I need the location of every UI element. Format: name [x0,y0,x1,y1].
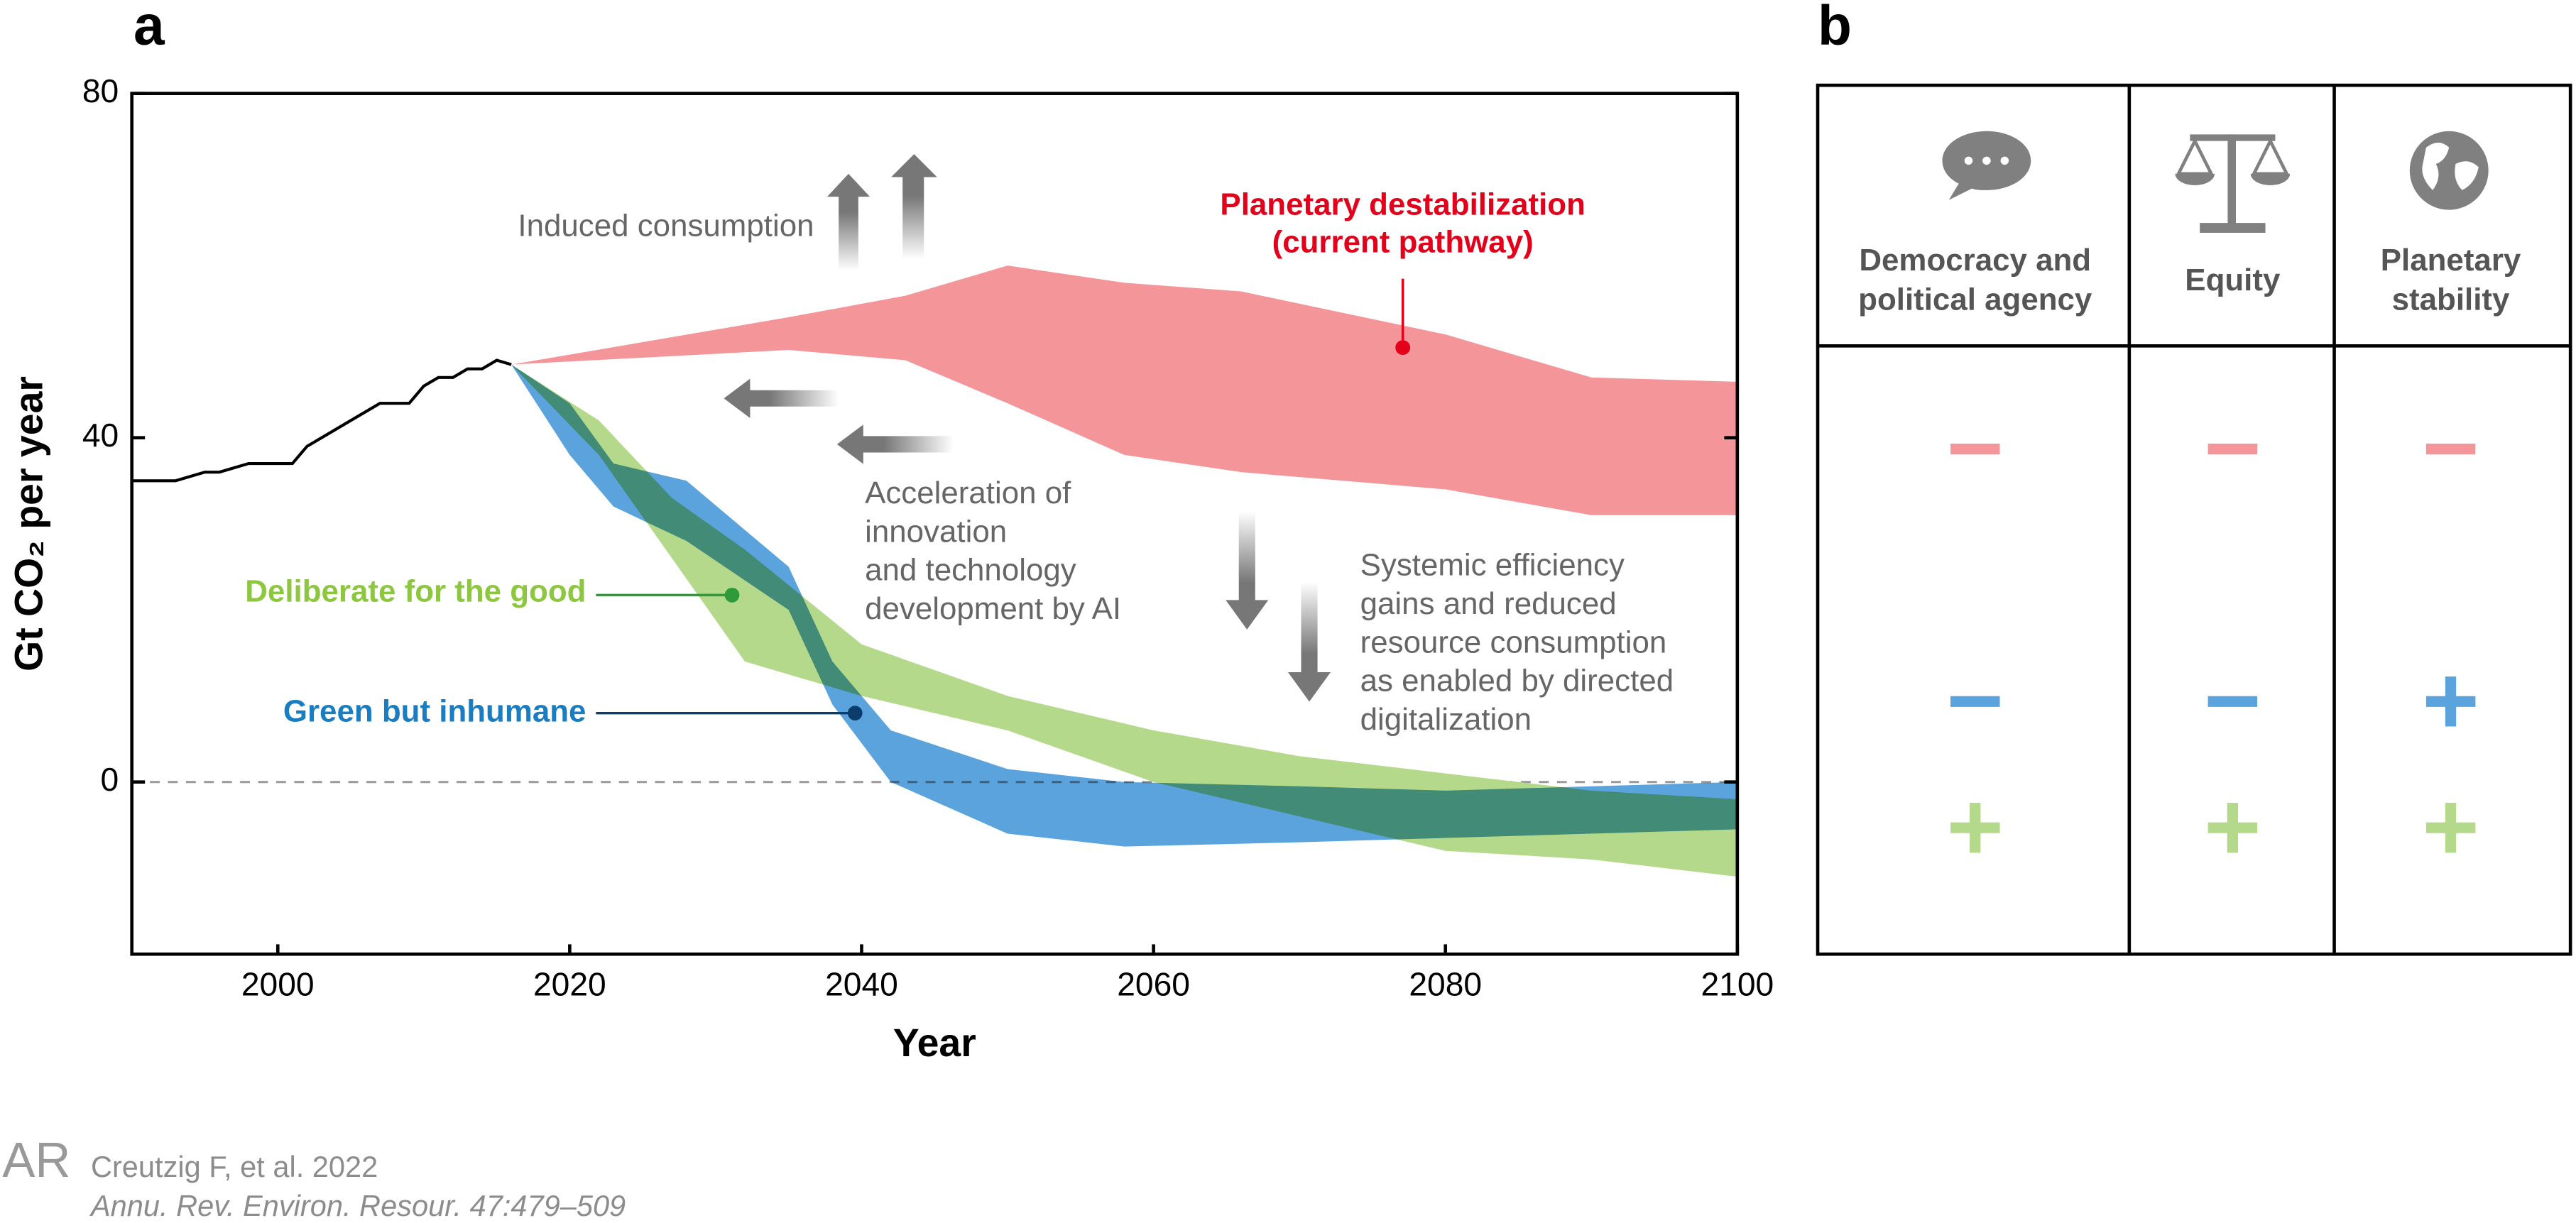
plot [131,265,1737,877]
y-tick-label: 40 [82,417,119,454]
series-label: Planetary destabilization [1220,187,1585,222]
impact-sign: − [2204,646,2261,755]
plot-frame [130,92,1740,956]
column-header: political agency [1858,283,2092,317]
impact-sign: − [1946,394,2004,503]
annotation: digitalization [1360,702,1532,737]
panel-label: b [1818,0,1852,56]
annotation: gains and reduced [1360,586,1617,621]
annotation: Acceleration of [865,476,1071,510]
y-tick-label: 0 [101,761,119,798]
impact-sign: + [2422,646,2479,755]
x-tick-label: 2080 [1409,966,1482,1003]
annotation: and technology [865,553,1076,588]
leader-dot [847,706,863,721]
x-tick-label: 2060 [1117,966,1190,1003]
impact-sign: − [2204,394,2261,503]
series-label: (current pathway) [1272,225,1534,260]
y-tick-label: 80 [82,72,119,109]
y-axis-label: Gt CO₂ per year [6,376,50,671]
series-label: Green but inhumane [283,693,586,728]
annotation: Systemic efficiency [1360,548,1625,583]
annotation: innovation [865,514,1007,549]
impact-sign: − [2422,394,2479,503]
annotation: as enabled by directed [1360,664,1674,698]
annotation: Induced consumption [518,209,814,243]
x-tick-label: 2100 [1701,966,1774,1003]
x-tick-label: 2000 [241,966,315,1003]
citation: Annu. Rev. Environ. Resour. 47:479–509 [89,1189,626,1222]
impact-sign: + [2422,772,2479,882]
history-line [131,358,512,483]
column-header: stability [2392,283,2510,317]
leader-dot [1395,340,1411,356]
annotation: resource consumption [1360,625,1667,659]
impact-sign: + [1946,772,2004,882]
impact-sign: − [1946,646,2004,755]
column-header: Planetary [2381,243,2521,278]
x-axis-label: Year [893,1021,976,1065]
range-band [511,265,1737,515]
series-label: Deliberate for the good [245,574,586,609]
column-header: Equity [2185,263,2281,297]
arrows [724,154,1331,702]
panel-b-frame [1816,83,2572,956]
publisher-logo: AR [2,1132,70,1188]
annotation: development by AI [865,591,1121,626]
range-band [511,364,1737,847]
column-header: Democracy and [1859,243,2091,278]
x-tick-label: 2020 [533,966,606,1003]
icons [1942,131,2489,233]
leader-dot [724,588,740,603]
x-tick-label: 2040 [825,966,898,1003]
impact-sign: + [2204,772,2261,882]
panel-label: a [133,0,165,56]
citation: Creutzig F, et al. 2022 [91,1150,378,1183]
